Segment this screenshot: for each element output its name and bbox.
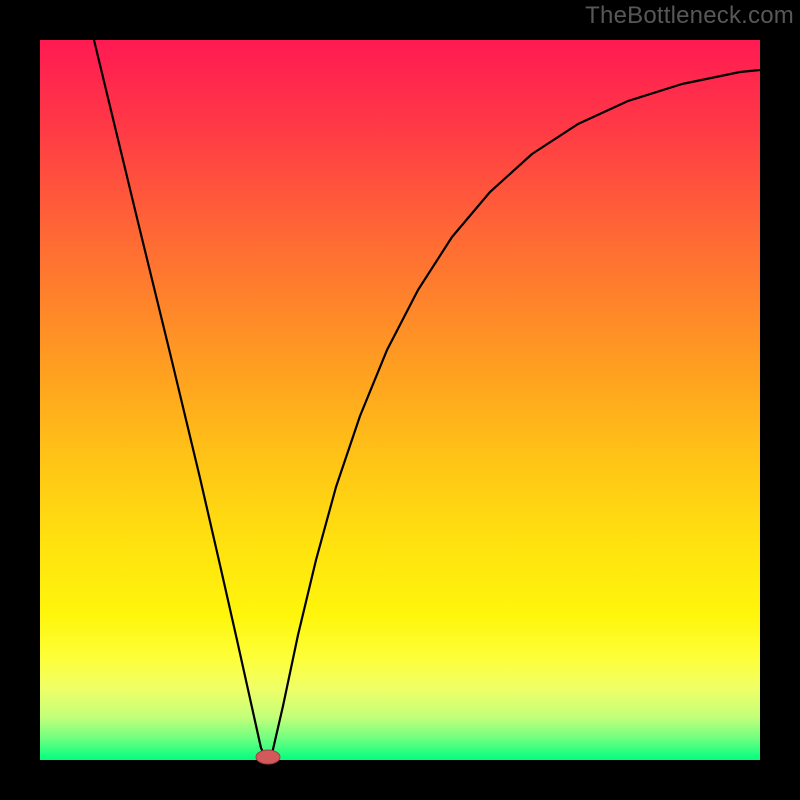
watermark-label: TheBottleneck.com xyxy=(585,2,794,30)
plot-gradient-area xyxy=(40,40,760,760)
bottleneck-chart xyxy=(0,0,800,800)
chart-container: TheBottleneck.com xyxy=(0,0,800,800)
minimum-marker xyxy=(256,750,280,764)
